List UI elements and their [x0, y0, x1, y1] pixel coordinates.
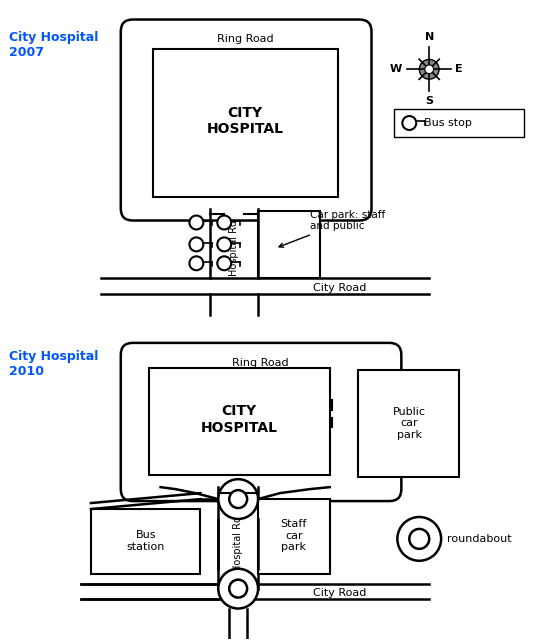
Text: Hospital Rd: Hospital Rd: [233, 516, 243, 572]
Circle shape: [229, 490, 247, 508]
Circle shape: [410, 529, 429, 549]
Text: CITY
HOSPITAL: CITY HOSPITAL: [206, 106, 283, 136]
FancyBboxPatch shape: [153, 49, 337, 197]
Circle shape: [229, 579, 247, 597]
Text: E: E: [455, 64, 462, 74]
Text: City Hospital
2010: City Hospital 2010: [9, 350, 99, 378]
Circle shape: [217, 256, 231, 271]
Circle shape: [397, 517, 441, 561]
Circle shape: [402, 116, 416, 130]
FancyBboxPatch shape: [121, 343, 401, 501]
Text: roundabout: roundabout: [447, 534, 512, 544]
Text: S: S: [425, 96, 433, 106]
FancyBboxPatch shape: [149, 368, 330, 475]
Circle shape: [189, 215, 203, 229]
Text: Hospital Rd: Hospital Rd: [229, 221, 239, 276]
Circle shape: [217, 215, 231, 229]
Circle shape: [189, 256, 203, 271]
Text: CITY
HOSPITAL: CITY HOSPITAL: [201, 404, 278, 435]
Text: Staff
car
park: Staff car park: [281, 519, 307, 553]
Text: Ring Road: Ring Road: [217, 35, 274, 44]
Bar: [358, 370, 459, 477]
Bar: [91, 509, 200, 574]
Text: W: W: [390, 64, 402, 74]
Text: Public
car
park: Public car park: [393, 407, 426, 440]
Circle shape: [218, 479, 258, 519]
FancyBboxPatch shape: [121, 19, 371, 221]
Circle shape: [218, 569, 258, 608]
Circle shape: [217, 237, 231, 251]
Circle shape: [189, 237, 203, 251]
Text: Bus stop: Bus stop: [424, 118, 472, 128]
Text: Ring Road: Ring Road: [232, 358, 288, 368]
Text: Bus
station: Bus station: [127, 530, 165, 552]
Text: City Road: City Road: [313, 283, 366, 293]
Bar: [258, 210, 320, 278]
Bar: [394, 109, 524, 137]
Bar: [258, 499, 330, 574]
Text: Car park: staff
and public: Car park: staff and public: [279, 210, 385, 247]
Text: City Road: City Road: [313, 588, 366, 597]
Text: City Hospital
2007: City Hospital 2007: [9, 31, 99, 60]
Circle shape: [419, 60, 439, 79]
Circle shape: [425, 65, 434, 74]
Text: N: N: [425, 33, 434, 42]
